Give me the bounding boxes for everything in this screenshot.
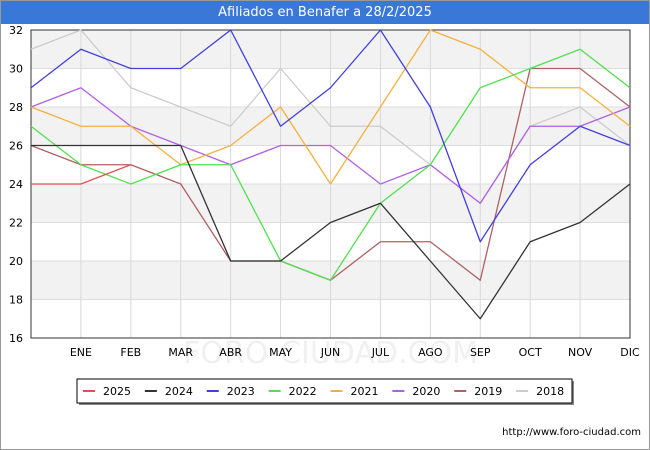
x-tick-label: OCT bbox=[519, 346, 542, 359]
legend-label-2019: 2019 bbox=[474, 385, 502, 398]
legend-label-2025: 2025 bbox=[103, 385, 131, 398]
watermark: FORO-CIUDAD.COM bbox=[183, 336, 478, 371]
y-tick-label: 30 bbox=[9, 63, 23, 76]
y-tick-label: 18 bbox=[9, 294, 23, 307]
y-tick-label: 20 bbox=[9, 255, 23, 268]
legend-label-2023: 2023 bbox=[227, 385, 255, 398]
x-tick-label: JUN bbox=[320, 346, 341, 359]
legend-label-2018: 2018 bbox=[536, 385, 564, 398]
y-tick-label: 32 bbox=[9, 24, 23, 37]
y-tick-label: 28 bbox=[9, 101, 23, 114]
x-tick-labels: ENE FEB MAR ABR MAY JUN JUL AGO SEP OCT NOV DIC bbox=[70, 346, 640, 359]
y-tick-labels: 16 18 20 22 24 26 28 30 32 bbox=[9, 24, 23, 345]
y-tick-label: 24 bbox=[9, 178, 23, 191]
x-tick-label: ABR bbox=[219, 346, 242, 359]
series-line-2023 bbox=[30, 29, 631, 243]
y-tick-label: 16 bbox=[9, 332, 23, 345]
series-line-2024 bbox=[31, 144, 631, 320]
legend-label-2020: 2020 bbox=[412, 385, 440, 398]
y-tick-label: 26 bbox=[9, 140, 23, 153]
legend-label-2022: 2022 bbox=[289, 385, 317, 398]
x-tick-label: SEP bbox=[470, 346, 491, 359]
legend-label-2024: 2024 bbox=[165, 385, 193, 398]
x-tick-label: NOV bbox=[568, 346, 593, 359]
x-tick-label: DIC bbox=[620, 346, 640, 359]
series-line-2022 bbox=[30, 48, 631, 281]
series-line-2025 bbox=[31, 164, 132, 185]
series-line-2021 bbox=[30, 29, 631, 185]
legend-box bbox=[76, 378, 573, 404]
x-tick-label: MAY bbox=[269, 346, 292, 359]
x-tick-label: ENE bbox=[70, 346, 92, 359]
x-tick-label: JUL bbox=[371, 346, 390, 359]
y-tick-label: 22 bbox=[9, 217, 23, 230]
series-lines bbox=[30, 29, 631, 320]
x-tick-label: MAR bbox=[168, 346, 193, 359]
chart-title: Afiliados en Benafer a 28/2/2025 bbox=[1, 1, 649, 24]
x-tick-label: AGO bbox=[418, 346, 443, 359]
legend: 2025 2024 2023 2022 2021 2020 2019 2018 bbox=[76, 378, 574, 405]
footer-url: http://www.foro-ciudad.com bbox=[502, 427, 641, 438]
legend-label-2021: 2021 bbox=[351, 385, 379, 398]
x-tick-label: FEB bbox=[120, 346, 141, 359]
